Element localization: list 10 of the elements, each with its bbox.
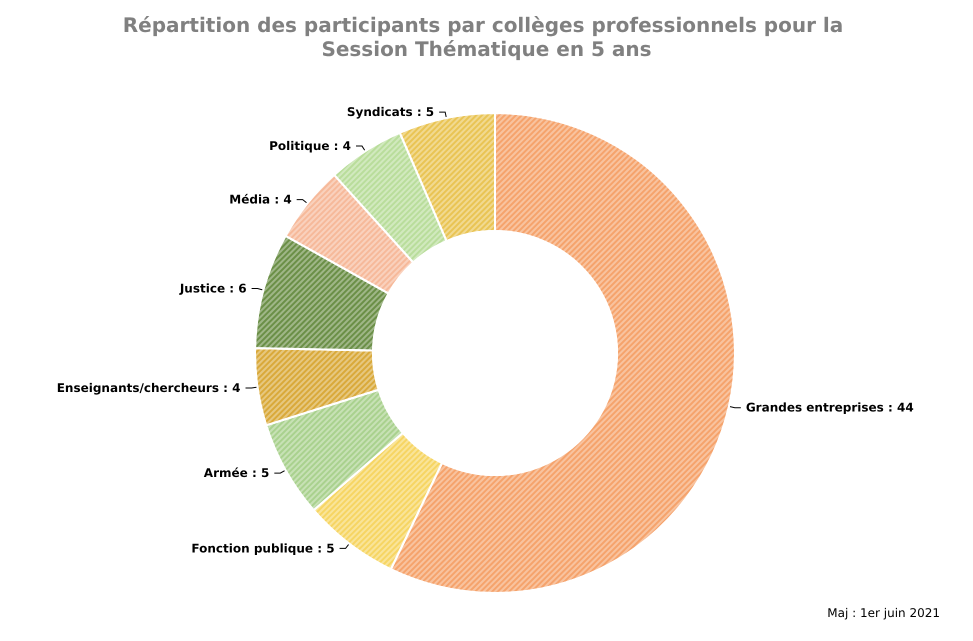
slice-label: Enseignants/chercheurs : 4 [56,381,241,396]
slice-label: Politique : 4 [269,139,351,154]
slice-label: Armée : 5 [204,466,270,480]
slice-label: Fonction publique : 5 [191,541,335,556]
slice-label: Grandes entreprises : 44 [746,400,914,415]
slice-label: Média : 4 [229,192,292,207]
slice-label: Syndicats : 5 [346,105,434,120]
text: Maj : 1er juin 2021 [827,606,940,620]
chart-title: Répartition des participants par collèges professionnels pour la Session Thématique en 5 ans [122,13,850,61]
slice-label: Justice : 6 [178,282,247,296]
